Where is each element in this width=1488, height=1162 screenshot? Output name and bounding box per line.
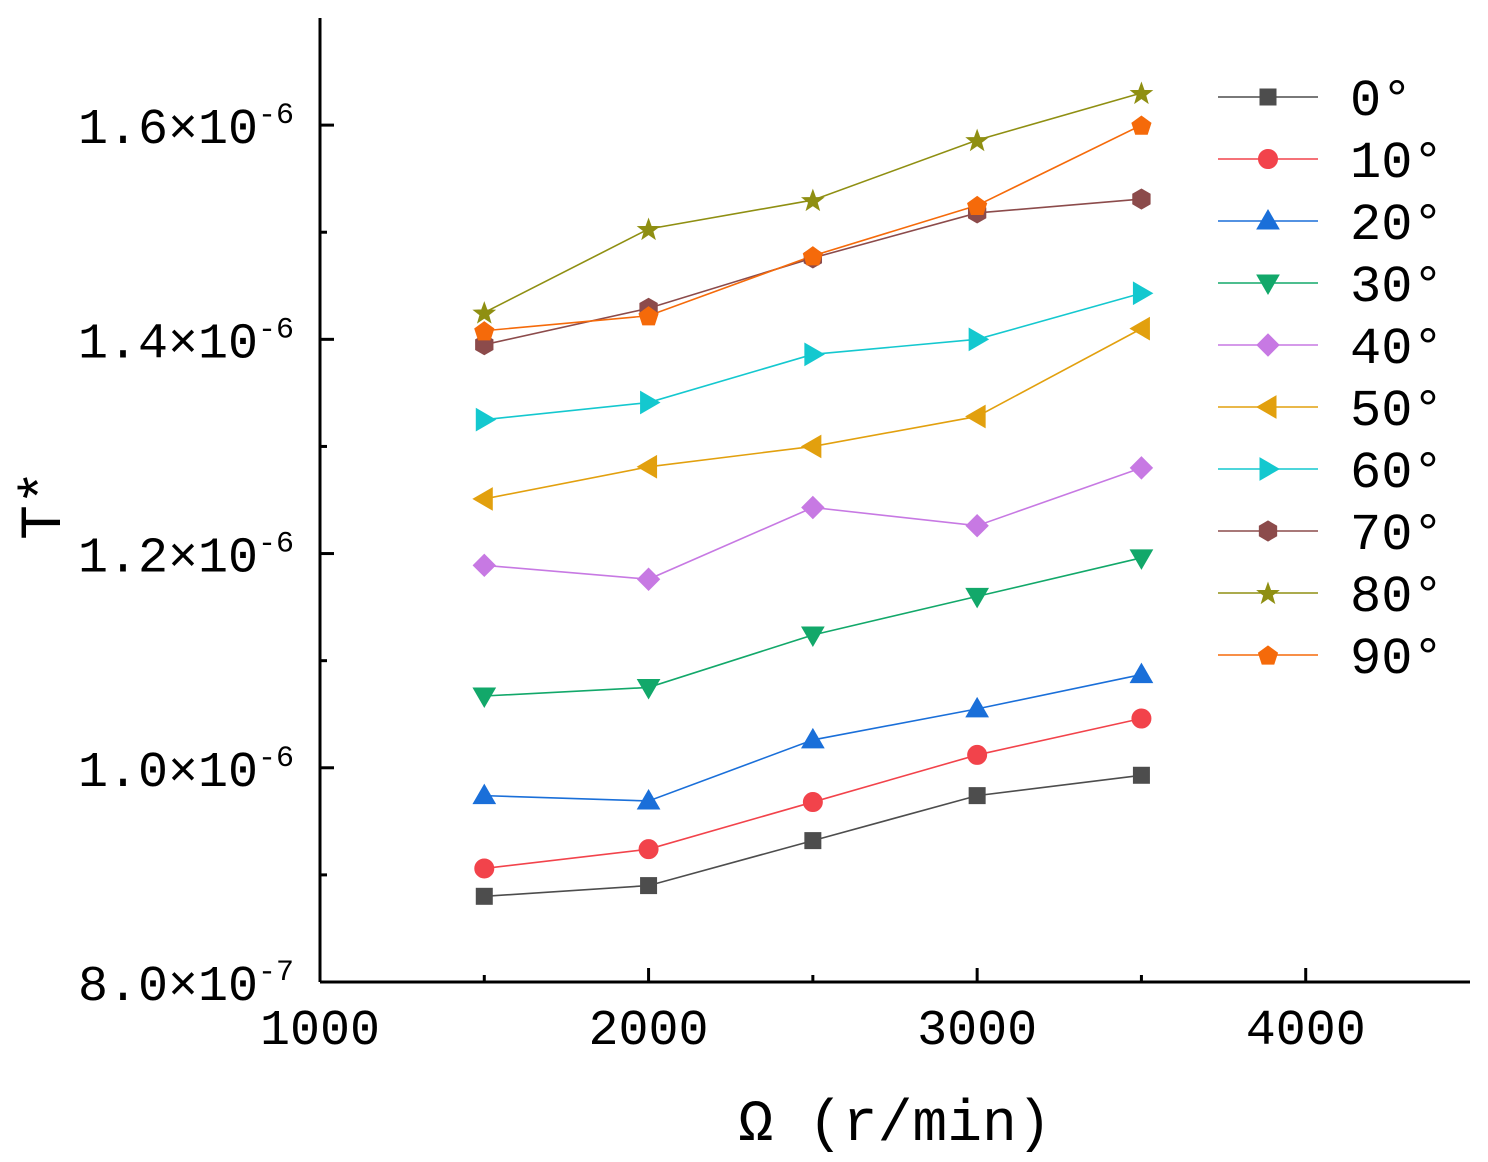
legend-marker xyxy=(1256,581,1280,605)
data-point xyxy=(965,128,990,152)
data-point xyxy=(636,788,661,810)
data-point xyxy=(967,744,988,765)
data-point xyxy=(1129,316,1150,341)
data-point xyxy=(636,678,661,700)
data-point xyxy=(965,696,990,718)
ticks: 1000 2000 3000 4000 8.0×10-7 1.0×10-6 1.2×10-6… xyxy=(78,99,1366,1060)
data-point xyxy=(1129,662,1154,684)
legend-label: 70° xyxy=(1350,506,1444,565)
x-tick-label: 3000 xyxy=(917,1003,1037,1060)
data-point xyxy=(472,687,497,709)
legend-item: 90° xyxy=(1218,630,1444,689)
legend-item: 70° xyxy=(1218,506,1444,565)
axes xyxy=(318,18,1470,984)
data-point xyxy=(965,514,989,538)
data-point xyxy=(801,495,825,520)
y-tick-label: 1.4×10-6 xyxy=(78,313,294,373)
legend-item: 40° xyxy=(1218,320,1444,379)
data-point xyxy=(1131,115,1152,135)
legend-item: 10° xyxy=(1218,134,1444,193)
legend-label: 90° xyxy=(1350,630,1444,689)
legend-item: 20° xyxy=(1218,196,1444,255)
data-point xyxy=(472,783,497,805)
legend-label: 40° xyxy=(1350,320,1444,379)
legend-label: 60° xyxy=(1350,444,1444,503)
legend-marker xyxy=(1256,209,1280,230)
data-point xyxy=(1132,766,1150,784)
data-point xyxy=(475,407,497,432)
legend-marker xyxy=(1259,88,1277,106)
data-point xyxy=(968,787,986,805)
legend-label: 80° xyxy=(1350,568,1444,627)
data-point xyxy=(636,217,661,241)
series-line xyxy=(484,198,1142,346)
data-point xyxy=(1129,81,1154,105)
y-tick-label: 1.2×10-6 xyxy=(78,528,294,588)
data-point xyxy=(800,727,825,749)
legend-label: 0° xyxy=(1350,72,1412,131)
data-point xyxy=(967,195,988,216)
series-line xyxy=(484,124,1142,332)
data-point xyxy=(474,321,495,341)
series-line xyxy=(484,467,1142,581)
data-point xyxy=(1132,188,1151,210)
legend-item: 30° xyxy=(1218,258,1444,317)
data-point xyxy=(968,327,990,352)
y-tick-label: 1.0×10-6 xyxy=(78,742,294,802)
data-point xyxy=(804,342,825,367)
data-point xyxy=(1129,549,1154,570)
data-point xyxy=(1129,456,1154,480)
legend-marker xyxy=(1258,149,1278,169)
data-point xyxy=(804,832,822,850)
legend-label: 50° xyxy=(1350,382,1444,441)
data-point xyxy=(638,306,659,326)
data-point xyxy=(800,188,825,212)
legend-item: 80° xyxy=(1218,568,1444,627)
y-tick-label: 8.0×10-7 xyxy=(78,956,294,1016)
legend-label: 20° xyxy=(1350,196,1444,255)
data-point xyxy=(640,390,661,415)
data-point xyxy=(802,246,823,266)
legend-marker xyxy=(1258,520,1278,542)
data-point xyxy=(802,792,823,813)
y-tick-label: 1.6×10-6 xyxy=(78,99,294,159)
legend: 0°10°20°30°40°50°60°70°80°90° xyxy=(1218,72,1444,689)
legend-item: 60° xyxy=(1218,444,1444,503)
legend-item: 50° xyxy=(1218,382,1444,441)
data-point xyxy=(800,626,825,647)
legend-marker xyxy=(1256,395,1277,419)
data-point xyxy=(636,454,658,479)
legend-marker xyxy=(1256,274,1280,295)
legend-item: 0° xyxy=(1218,72,1412,131)
data-point xyxy=(472,487,493,511)
data-point xyxy=(1131,708,1152,729)
data-point xyxy=(474,858,495,879)
x-axis-title: Ω (r/min) xyxy=(738,1093,1051,1158)
data-point xyxy=(800,434,822,459)
x-tick-label: 1000 xyxy=(260,1003,380,1060)
data-point xyxy=(965,404,986,429)
data-point xyxy=(472,553,496,578)
data-point xyxy=(638,839,659,860)
data-point xyxy=(965,587,990,609)
x-tick-label: 2000 xyxy=(589,1003,709,1060)
series-lines xyxy=(483,92,1142,898)
legend-marker xyxy=(1256,333,1280,357)
legend-marker xyxy=(1257,645,1279,665)
data-point xyxy=(636,567,661,591)
data-point xyxy=(1132,281,1154,306)
legend-marker xyxy=(1259,457,1280,481)
data-point xyxy=(475,887,493,905)
legend-label: 10° xyxy=(1350,134,1444,193)
x-tick-label: 4000 xyxy=(1246,1003,1366,1060)
data-point xyxy=(640,877,658,895)
y-axis-title: T* xyxy=(13,470,78,540)
data-point xyxy=(472,301,497,324)
legend-label: 30° xyxy=(1350,258,1444,317)
series-markers xyxy=(472,81,1154,905)
